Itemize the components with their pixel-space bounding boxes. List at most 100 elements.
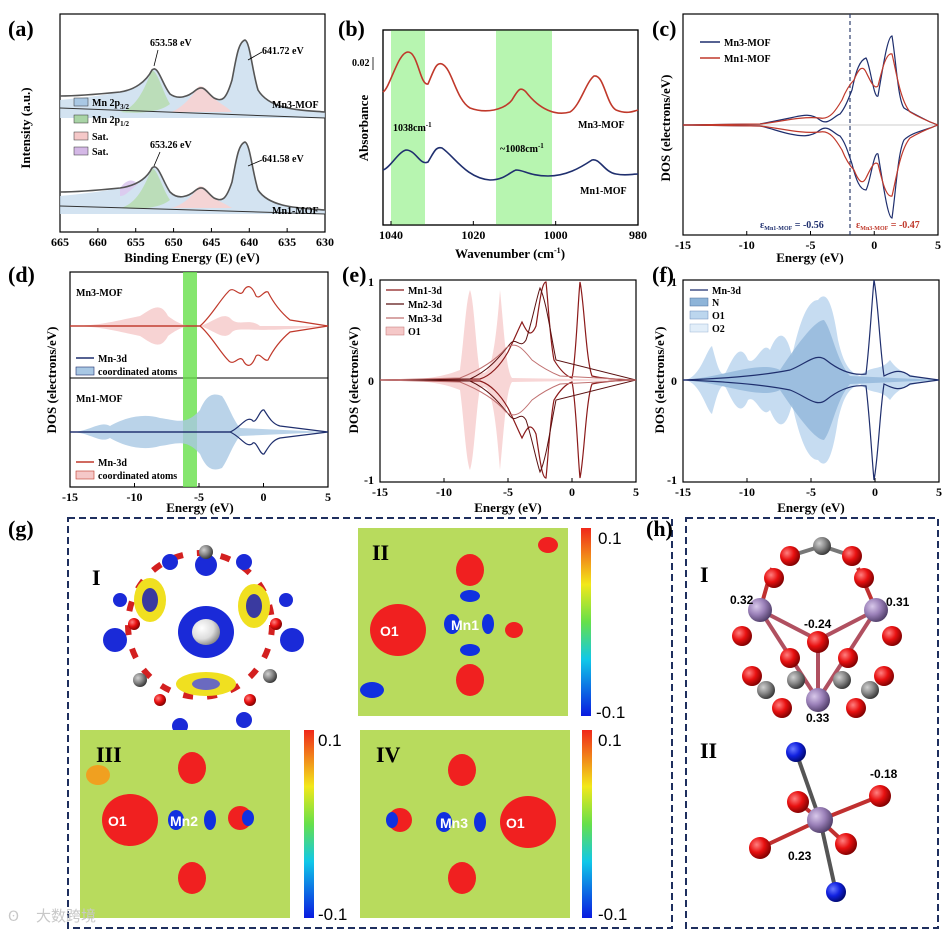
x-tick-label: 665 [51, 235, 69, 249]
y-tick-label: 0 [368, 374, 374, 388]
map-ii-mn1: Mn1 [451, 617, 479, 633]
panel-e-legend-entry: Mn3-3d [408, 314, 442, 325]
panel-f-ticks: -15 -10 -5 0 510-1 [667, 275, 942, 499]
x-tick-label: 1000 [544, 228, 568, 242]
panel-a-legend: Mn 2p3/2 Mn 2p1/2 Sat. Sat. [73, 97, 130, 158]
x-tick-label: 660 [89, 235, 107, 249]
molecule-ii [749, 742, 891, 902]
panel-g-iii-label: III [96, 742, 122, 767]
panel-a-peak-pointer [247, 51, 263, 61]
x-tick-label: -10 [436, 485, 452, 499]
panel-d-label: (d) [8, 262, 35, 287]
legend-entry: Sat. [92, 147, 109, 158]
panel-f-legend-entry: O1 [712, 311, 725, 322]
panel-d-mn3-3d-up [70, 286, 329, 327]
panel-g-label: (g) [8, 516, 34, 541]
x-tick-label: 5 [325, 490, 331, 504]
panel-d-highlight [183, 272, 197, 487]
panel-e-label: (e) [342, 262, 366, 287]
panel-d-xticks: -15 -10 -5 0 5 [62, 483, 331, 504]
panel-c: (c) DOS (electrons/eV) Energy (eV) -15 -1… [652, 13, 941, 265]
panel-f-legend-entry: O2 [712, 324, 725, 335]
panel-a-xlabel: Binding Energy (E) (eV) [124, 250, 259, 265]
charge-label: -0.24 [804, 617, 832, 631]
map-ii-o1: O1 [380, 623, 399, 639]
panel-b-ylabel: Absorbance [356, 95, 371, 162]
map-ii-blob [460, 644, 480, 656]
x-tick-label: -5 [806, 238, 816, 252]
x-tick-label: 650 [165, 235, 183, 249]
panel-b-mn1-trace [382, 146, 639, 181]
map-iv-blob [448, 862, 476, 894]
watermark: 大数跨境 [36, 907, 96, 925]
panel-a-mn1-32-fill [60, 142, 325, 214]
map-ii-blob [482, 614, 494, 634]
x-tick-label: 5 [633, 485, 639, 499]
panel-a-ylabel: Intensity (a.u.) [18, 87, 33, 168]
panel-a-frame [59, 13, 326, 233]
panel-a: (a) Intensity (a.u.) Binding Energy (E) … [8, 13, 334, 265]
panel-b-label: (b) [338, 16, 365, 41]
atom [864, 598, 888, 622]
panel-a-mn3-trace [59, 39, 326, 113]
panel-a-mn1-12-fill [120, 168, 170, 209]
map-iii-blob [242, 810, 254, 826]
atom [748, 598, 772, 622]
legend-entry: Sat. [92, 132, 109, 143]
legend-swatch [689, 310, 709, 320]
panel-f-ylabel: DOS (electrons/eV) [652, 327, 667, 434]
panel-e-ticks: -15 -10 -5 0 510-1 [364, 275, 639, 499]
panel-a-mn3-32-fill [60, 40, 325, 118]
panel-e-legend-entry: Mn1-3d [408, 286, 442, 297]
colorbar-iv-max: 0.1 [598, 731, 622, 750]
legend-swatch [73, 97, 89, 107]
panel-c-mn3-down [682, 124, 939, 219]
panel-d-subtitle: Mn1-MOF [76, 394, 123, 405]
x-tick-label: 5 [935, 238, 941, 252]
atom [749, 837, 771, 859]
legend-swatch [689, 323, 709, 333]
charge-label: 0.23 [788, 849, 812, 863]
panel-e-mn3-down [379, 379, 637, 416]
atom [780, 546, 800, 566]
panel-f-mn3d-up [682, 279, 940, 381]
panel-f: (f) DOS (electrons/eV) Energy (eV) -15 -1… [652, 262, 942, 515]
panel-g-i-label: I [92, 565, 101, 590]
panel-g-iii: III O1 Mn2 0.1 -0.1 [80, 730, 347, 924]
charge-label: -0.18 [870, 767, 898, 781]
x-tick-label: 0 [872, 485, 878, 499]
x-tick-label: -10 [127, 490, 143, 504]
map-iii-blob [178, 752, 206, 784]
atom [807, 631, 829, 653]
map-iii-blob [178, 862, 206, 894]
map-iv-blob [386, 812, 398, 828]
x-tick-label: -15 [675, 485, 691, 499]
panel-g-frame [67, 517, 673, 929]
panel-a-peak-pointer [247, 159, 263, 167]
panel-c-mn3-up [682, 35, 939, 126]
watermark-logo-icon: ʘ [8, 909, 19, 925]
panel-e-xlabel: Energy (eV) [474, 500, 542, 515]
panel-d-frame [69, 271, 329, 488]
panel-a-peak-label: 641.58 eV [262, 154, 304, 165]
panel-a-label: (a) [8, 16, 34, 41]
x-tick-label: 640 [240, 235, 258, 249]
map-iii-blob [168, 810, 184, 830]
x-tick-label: -15 [372, 485, 388, 499]
legend-swatch [385, 326, 405, 336]
map-ii-blob [444, 614, 460, 634]
colorbar-ii-min: -0.1 [596, 703, 625, 722]
panel-b-band-1008 [496, 30, 552, 225]
map-iv-blob [448, 754, 476, 786]
map-iii-o1: O1 [108, 813, 127, 829]
atom [742, 666, 762, 686]
legend-entry: coordinated atoms [98, 471, 177, 482]
panel-f-legend-entry: N [712, 298, 720, 309]
panel-h-frame [685, 517, 939, 929]
colorbar-iii-max: 0.1 [318, 731, 342, 750]
x-tick-label: 645 [202, 235, 220, 249]
panel-c-legend-entry: Mn1-MOF [724, 54, 771, 65]
legend-swatch [75, 470, 95, 480]
map-ii-blob [360, 682, 384, 698]
